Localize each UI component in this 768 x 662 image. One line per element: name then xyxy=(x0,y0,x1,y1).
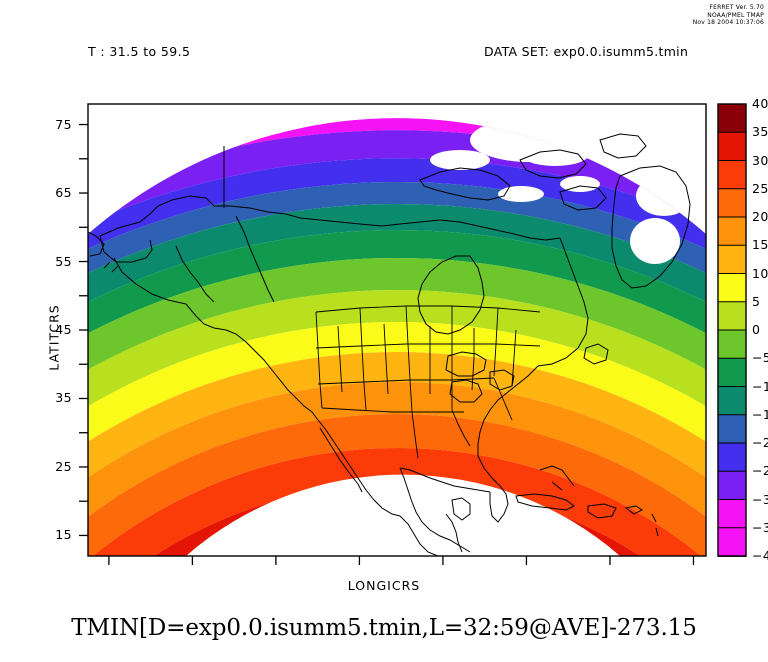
colorbar-tick-label: 0 xyxy=(752,322,761,337)
colorbar-tick-label: −5 xyxy=(752,350,768,366)
colorbar-band xyxy=(717,160,747,190)
y-tick-label: 55 xyxy=(55,253,72,269)
colorbar-band xyxy=(717,216,747,247)
colorbar-tick-label: 30 xyxy=(752,152,768,168)
colorbar-tick-label: −25 xyxy=(752,463,768,479)
colorbar-band xyxy=(717,527,747,557)
colorbar-tick-label: −10 xyxy=(752,378,768,394)
ferret-version-stamp: FERRET Ver. 5.70 NOAA/PMEL TMAP Nov 18 2… xyxy=(692,4,764,26)
y-tick-label: 65 xyxy=(55,185,72,201)
map-plot xyxy=(31,103,763,600)
y-tick-label: 35 xyxy=(55,390,72,406)
dataset-label: DATA SET: exp0.0.isumm5.tmin xyxy=(484,44,689,59)
colorbar-tick-label: −35 xyxy=(752,519,768,535)
colorbar-band xyxy=(717,103,747,134)
colorbar-band xyxy=(717,301,747,331)
colorbar-tick-label: −30 xyxy=(752,491,768,507)
colorbar-band xyxy=(717,188,747,218)
colorbar-band xyxy=(717,273,747,303)
colorbar-tick-label: 25 xyxy=(752,180,768,196)
colorbar-band xyxy=(717,357,747,388)
missing-data-patch xyxy=(430,150,490,170)
colorbar-tick-label: 5 xyxy=(752,293,761,309)
missing-data-patch xyxy=(630,218,680,264)
colorbar-band xyxy=(717,329,747,360)
colorbar-band xyxy=(717,499,747,529)
colorbar-tick-label: 15 xyxy=(752,237,768,253)
time-range-label: T : 31.5 to 59.5 xyxy=(88,44,191,59)
colorbar-band xyxy=(717,244,747,275)
y-tick-label: 75 xyxy=(55,116,72,132)
colorbar-tick-label: 20 xyxy=(752,209,768,224)
colorbar-tick-label: −15 xyxy=(752,406,768,422)
coastlines xyxy=(88,133,691,556)
colorbar xyxy=(717,103,747,557)
colorbar-band xyxy=(717,442,747,473)
plot-title: TMIN[D=exp0.0.isumm5.tmin,L=32:59@AVE]-2… xyxy=(71,615,697,641)
colorbar-band xyxy=(717,131,747,162)
missing-data-patch xyxy=(498,186,544,202)
colorbar-band xyxy=(717,470,747,501)
colorbar-tick-label: −40 xyxy=(752,548,768,563)
colorbar-band xyxy=(717,414,747,444)
plot-axes xyxy=(79,103,707,565)
colorbar-band xyxy=(717,386,747,416)
temperature-band xyxy=(31,564,763,600)
colorbar-tick-label: −20 xyxy=(752,435,768,450)
y-tick-label: 15 xyxy=(55,527,72,543)
colorbar-tick-label: 35 xyxy=(752,124,768,140)
colorbar-tick-label: 10 xyxy=(752,265,768,281)
colorbar-tick-label: 40 xyxy=(752,96,768,111)
y-tick-label: 25 xyxy=(55,458,72,474)
y-tick-label: 45 xyxy=(55,322,72,337)
missing-data-patch xyxy=(560,176,600,192)
x-axis-title: LONGICRS xyxy=(347,578,421,593)
